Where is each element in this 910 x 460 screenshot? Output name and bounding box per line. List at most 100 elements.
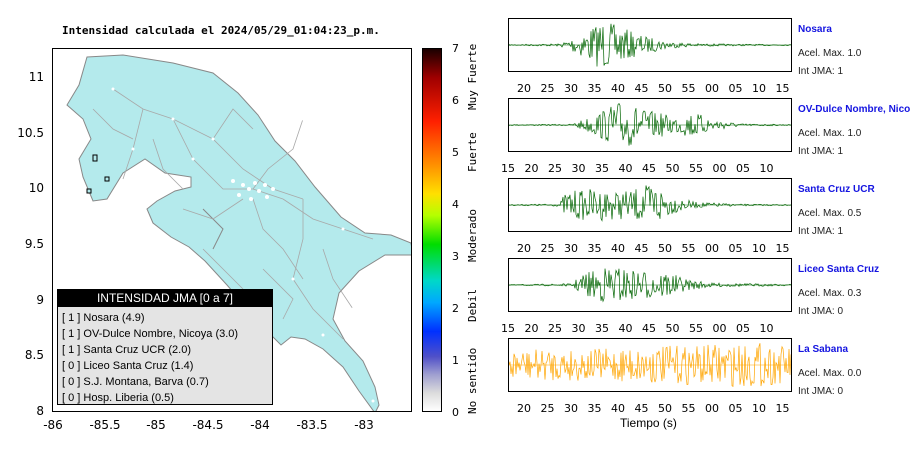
- station-name: OV-Dulce Nombre, Nico: [798, 104, 910, 115]
- trace-time-axis: 20 25 30 35 40 45 50 55 00 05 10 15: [508, 82, 792, 96]
- trace-tick: 40: [611, 82, 625, 95]
- trace-tick: 15: [775, 242, 790, 255]
- trace-time-axis: 20 25 30 35 40 45 50 55 00 05 10 15: [508, 242, 792, 256]
- waveform: [509, 23, 791, 67]
- trace-tick: 00: [712, 162, 727, 175]
- colorbar-label: Moderado: [466, 209, 479, 262]
- legend-item: [ 1 ] Santa Cruz UCR (2.0): [62, 344, 191, 356]
- colorbar-tick: 6: [452, 94, 459, 107]
- trace-tick: 00: [705, 402, 719, 415]
- trace-tick: 45: [634, 82, 649, 95]
- y-tick: 11: [28, 70, 44, 84]
- intensity-legend: INTENSIDAD JMA [0 a 7] [ 1 ] Nosara (4.9…: [57, 289, 273, 405]
- y-tick: 10: [28, 181, 44, 195]
- trace-tick: 35: [587, 402, 602, 415]
- legend-title: INTENSIDAD JMA [0 a 7]: [58, 290, 272, 307]
- trace-tick: 05: [736, 322, 750, 335]
- trace-tick: 45: [634, 402, 649, 415]
- trace-tick: 25: [540, 242, 555, 255]
- x-tick: -84.5: [192, 418, 224, 432]
- trace-tick: 15: [501, 322, 515, 335]
- trace-tick: 10: [752, 402, 766, 415]
- map-title: Intensidad calculada el 2024/05/29_01:04…: [62, 24, 380, 37]
- station-intensity: Int JMA: 1: [798, 66, 844, 77]
- trace-tick: 10: [759, 322, 774, 335]
- time-axis-label: Tiempo (s): [620, 416, 677, 430]
- trace-tick: 50: [658, 242, 672, 255]
- colorbar-tick: 1: [452, 354, 459, 367]
- city-markers: [111, 87, 375, 403]
- trace-tick: 50: [658, 82, 672, 95]
- trace-tick: 05: [736, 162, 750, 175]
- station-intensity: Int JMA: 0: [798, 306, 844, 317]
- trace-tick: 30: [564, 242, 578, 255]
- x-tick: -86: [43, 418, 63, 432]
- trace-line: [509, 103, 791, 146]
- colorbar-label: No sentido: [466, 347, 479, 414]
- x-tick: -85.5: [89, 418, 121, 432]
- intensity-colorbar: [422, 48, 442, 412]
- trace-tick: 10: [752, 82, 766, 95]
- station-acceleration: Acel. Max. 0.3: [798, 288, 862, 299]
- y-tick: 8.5: [24, 348, 44, 362]
- trace-time-axis: 20 25 30 35 40 45 50 55 00 05 10 15: [508, 402, 792, 416]
- trace-tick: 55: [681, 82, 696, 95]
- legend-item: [ 1 ] OV-Dulce Nombre, Nicoya (3.0): [62, 328, 239, 340]
- station-name: La Sabana: [798, 344, 849, 355]
- trace-tick: 15: [775, 82, 790, 95]
- waveform: [509, 268, 791, 303]
- trace-line: [509, 343, 791, 388]
- x-tick: -83.5: [296, 418, 328, 432]
- trace-tick: 15: [775, 402, 790, 415]
- legend-item: [ 1 ] Nosara (4.9): [62, 312, 145, 324]
- trace-tick: 20: [517, 82, 531, 95]
- trace-tick: 25: [540, 402, 555, 415]
- x-tick: -83: [354, 418, 374, 432]
- trace-tick: 05: [728, 242, 743, 255]
- y-tick: 9: [36, 293, 44, 307]
- colorbar-label: Debil: [466, 288, 479, 322]
- waveform: [509, 103, 791, 146]
- trace-line: [509, 268, 791, 303]
- trace-tick: 50: [658, 402, 672, 415]
- y-tick: 9.5: [24, 237, 44, 251]
- trace-time-axis: 15 20 25 30 35 40 45 50 55 00 05 10: [501, 162, 792, 176]
- legend-item: [ 0 ] Liceo Santa Cruz (1.4): [62, 360, 194, 372]
- trace-tick: 55: [689, 322, 703, 335]
- trace-tick: 40: [618, 322, 633, 335]
- trace-tick: 05: [728, 82, 743, 95]
- waveform: [509, 185, 791, 222]
- trace-tick: 40: [618, 162, 633, 175]
- colorbar-tick: 5: [452, 146, 459, 159]
- station-acceleration: Acel. Max. 0.5: [798, 208, 862, 219]
- colorbar-tick: 7: [452, 42, 459, 55]
- trace-tick: 25: [548, 162, 562, 175]
- x-tick: -84: [250, 418, 270, 432]
- costa-rica-map: [66, 54, 411, 411]
- station-acceleration: Acel. Max. 0.0: [798, 368, 862, 379]
- colorbar-tick: 0: [452, 406, 459, 419]
- trace-panel: [508, 98, 792, 152]
- trace-tick: 25: [548, 322, 562, 335]
- station-name: Nosara: [798, 24, 832, 35]
- colorbar-tick: 3: [452, 250, 459, 263]
- station-intensity: Int JMA: 1: [798, 226, 844, 237]
- trace-tick: 45: [642, 162, 656, 175]
- trace-tick: 00: [705, 82, 719, 95]
- trace-tick: 30: [564, 82, 578, 95]
- trace-tick: 35: [587, 82, 602, 95]
- trace-time-axis: 15 20 25 30 35 40 45 50 55 00 05 10: [501, 322, 792, 336]
- colorbar-label: Muy Fuerte: [466, 43, 479, 110]
- trace-tick: 55: [681, 242, 696, 255]
- trace-tick: 45: [634, 242, 649, 255]
- trace-tick: 05: [728, 402, 743, 415]
- trace-tick: 30: [571, 322, 586, 335]
- colorbar-label: Fuerte: [466, 132, 479, 172]
- y-tick: 8: [36, 404, 44, 418]
- trace-tick: 10: [752, 242, 766, 255]
- y-tick: 10.5: [17, 126, 44, 140]
- trace-tick: 50: [665, 162, 680, 175]
- station-intensity: Int JMA: 1: [798, 146, 844, 157]
- trace-panel: [508, 338, 792, 392]
- trace-tick: 30: [564, 402, 578, 415]
